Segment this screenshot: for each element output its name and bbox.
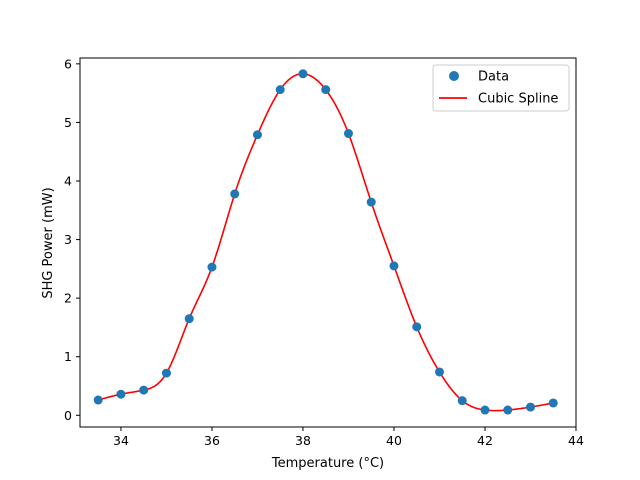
data-point bbox=[139, 385, 149, 395]
x-tick-label: 42 bbox=[477, 433, 493, 448]
data-point bbox=[503, 405, 513, 415]
data-point bbox=[366, 197, 376, 207]
y-tick-label: 5 bbox=[64, 115, 72, 130]
data-point bbox=[526, 402, 535, 412]
data-point bbox=[343, 129, 353, 139]
legend-box bbox=[432, 64, 570, 112]
data-point bbox=[116, 389, 126, 399]
plot-area bbox=[93, 69, 558, 415]
y-tick-label: 2 bbox=[64, 291, 72, 306]
legend: Data Cubic Spline bbox=[432, 64, 570, 112]
y-tick-label: 0 bbox=[64, 408, 72, 423]
legend-label-data: Data bbox=[478, 70, 509, 85]
data-point bbox=[412, 322, 422, 332]
x-tick-label: 36 bbox=[204, 433, 220, 448]
x-axis-label: Temperature (°C) bbox=[271, 456, 384, 471]
data-point bbox=[434, 367, 444, 377]
y-tick-label: 6 bbox=[64, 56, 72, 71]
data-point bbox=[230, 189, 240, 199]
y-tick-label: 1 bbox=[64, 349, 72, 364]
legend-label-spline: Cubic Spline bbox=[478, 92, 558, 107]
data-point bbox=[548, 398, 558, 408]
data-point bbox=[321, 85, 331, 95]
x-tick-label: 34 bbox=[113, 433, 129, 448]
data-point bbox=[457, 396, 467, 406]
y-axis-label: SHG Power (mW) bbox=[41, 187, 56, 298]
legend-marker-data bbox=[449, 71, 459, 81]
data-point bbox=[298, 69, 308, 79]
y-tick-label: 3 bbox=[64, 232, 72, 247]
x-tick-label: 38 bbox=[295, 433, 311, 448]
axes-frame bbox=[79, 57, 577, 428]
data-point bbox=[184, 314, 194, 324]
y-tick-label: 4 bbox=[64, 174, 72, 189]
data-point bbox=[389, 261, 399, 271]
data-point bbox=[93, 395, 103, 405]
x-tick-label: 40 bbox=[386, 433, 402, 448]
data-point bbox=[480, 405, 490, 415]
data-point bbox=[207, 262, 217, 272]
data-point bbox=[252, 130, 262, 140]
data-point bbox=[161, 368, 171, 378]
data-point bbox=[275, 85, 285, 95]
x-tick-label: 44 bbox=[568, 433, 584, 448]
